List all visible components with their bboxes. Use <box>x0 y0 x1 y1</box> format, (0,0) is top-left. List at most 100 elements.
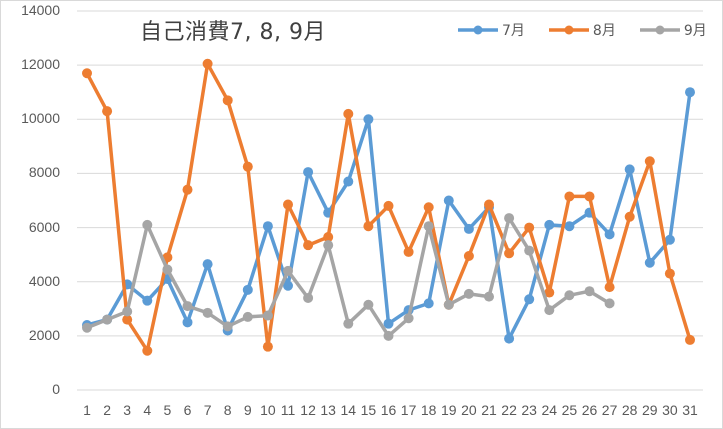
x-tick-label: 16 <box>380 402 397 418</box>
data-point <box>283 199 293 210</box>
data-point <box>102 314 113 325</box>
data-point <box>584 286 595 297</box>
x-tick-label: 31 <box>682 402 698 418</box>
y-tick-label: 2000 <box>28 326 60 343</box>
data-point <box>122 314 133 325</box>
x-tick-label: 7 <box>203 402 212 418</box>
y-tick-label: 14000 <box>21 2 60 18</box>
data-point <box>162 264 173 275</box>
y-tick-label: 6000 <box>28 218 60 235</box>
legend-label: 7月 <box>502 23 525 39</box>
legend-item-july: 7月 <box>456 20 525 40</box>
data-point <box>504 248 515 259</box>
line-marker-icon <box>458 25 498 35</box>
data-point <box>283 265 293 276</box>
series-line <box>82 58 695 356</box>
y-tick-label: 10000 <box>21 110 60 127</box>
x-tick-label: 11 <box>280 402 296 418</box>
data-point <box>604 282 615 293</box>
legend-label: 8月 <box>592 23 616 39</box>
data-point <box>363 221 374 232</box>
data-point <box>484 291 494 302</box>
data-point <box>303 292 314 303</box>
x-tick-label: 5 <box>163 402 172 418</box>
data-point <box>564 221 575 232</box>
data-point <box>142 295 153 306</box>
data-point <box>102 106 113 117</box>
data-point <box>403 313 414 324</box>
data-point <box>283 280 293 291</box>
data-point <box>644 257 655 268</box>
data-point <box>463 223 474 234</box>
data-point <box>182 184 193 195</box>
data-point <box>423 202 434 213</box>
data-point <box>584 191 595 202</box>
data-point <box>423 221 434 232</box>
y-tick-label: 4000 <box>28 272 60 289</box>
x-tick-label: 3 <box>123 402 132 418</box>
x-tick-label: 10 <box>260 402 276 418</box>
x-tick-label: 20 <box>461 402 477 418</box>
data-point <box>343 108 354 119</box>
y-tick-label: 8000 <box>28 164 60 181</box>
data-point <box>564 191 575 202</box>
x-tick-label: 9 <box>243 402 252 418</box>
data-point <box>242 311 253 322</box>
data-point <box>202 307 213 318</box>
data-point <box>242 284 253 295</box>
data-point <box>504 213 515 224</box>
data-point <box>343 318 354 329</box>
data-point <box>363 299 374 310</box>
data-point <box>142 345 153 356</box>
line-marker-icon <box>548 25 589 35</box>
data-point <box>544 219 555 230</box>
x-tick-label: 25 <box>561 402 578 418</box>
data-point <box>262 310 273 321</box>
series-line <box>82 87 695 344</box>
x-tick-label: 13 <box>320 402 336 418</box>
data-point <box>82 322 92 333</box>
data-point <box>484 199 494 210</box>
x-tick-label: 17 <box>400 402 417 418</box>
x-tick-label: 22 <box>501 402 517 418</box>
data-point <box>323 240 334 251</box>
legend-item-september: 9月 <box>638 20 707 40</box>
x-tick-label: 19 <box>441 402 457 418</box>
data-point <box>383 330 394 341</box>
x-tick-label: 2 <box>103 402 111 418</box>
data-point <box>262 221 273 232</box>
data-point <box>463 250 474 261</box>
data-point <box>222 321 233 332</box>
data-point <box>303 167 314 178</box>
data-point <box>604 229 615 240</box>
data-point <box>142 219 153 230</box>
data-point <box>443 299 454 310</box>
data-point <box>524 222 535 233</box>
x-tick-label: 24 <box>541 402 558 418</box>
data-point <box>222 95 233 106</box>
y-tick-label: 0 <box>52 381 60 397</box>
x-tick-label: 6 <box>183 402 192 418</box>
data-point <box>303 240 314 251</box>
data-point <box>202 259 213 270</box>
y-tick-label: 12000 <box>21 56 60 73</box>
x-tick-label: 29 <box>642 402 658 418</box>
line-marker-icon <box>639 25 680 35</box>
x-tick-label: 1 <box>83 402 91 418</box>
legend-label: 9月 <box>683 23 707 39</box>
data-point <box>524 245 535 256</box>
chart-title: 自己消費7, 8, 9月 <box>140 20 326 45</box>
legend: 7月 8月 9月 <box>456 20 707 40</box>
data-point <box>182 301 193 312</box>
x-tick-label: 27 <box>601 402 618 418</box>
x-tick-label: 26 <box>581 402 598 418</box>
data-point <box>604 298 615 309</box>
data-point <box>423 298 434 309</box>
x-tick-label: 28 <box>621 402 638 418</box>
data-point <box>544 305 555 316</box>
data-point <box>524 294 535 305</box>
data-point <box>383 318 394 329</box>
legend-item-august: 8月 <box>547 20 616 40</box>
